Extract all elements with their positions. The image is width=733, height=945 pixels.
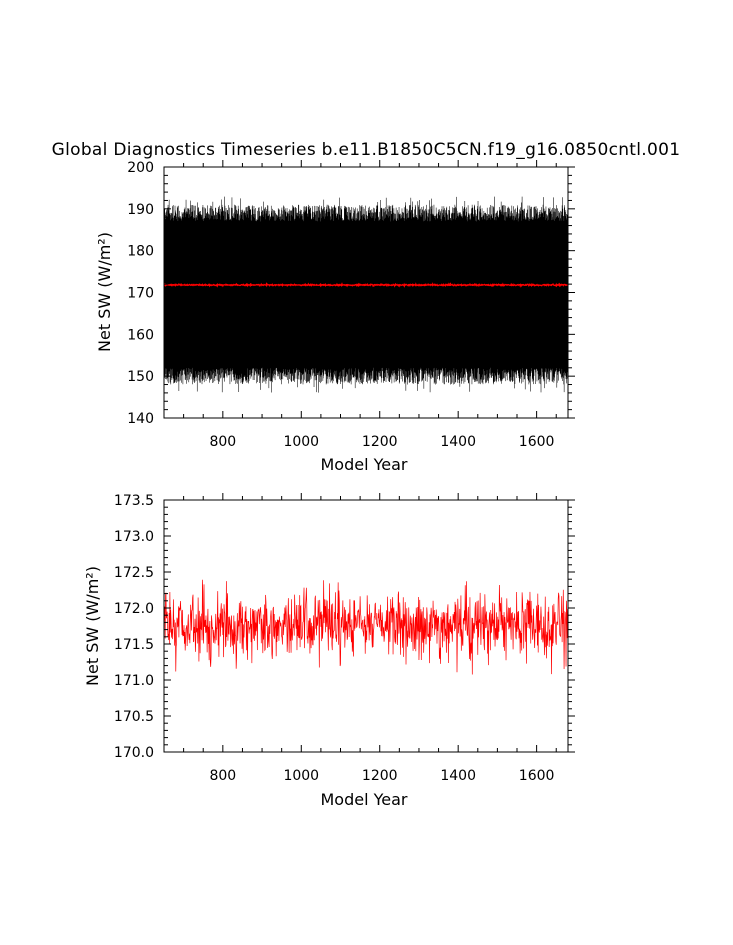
- x-tick-label: 1000: [283, 434, 319, 450]
- x-tick-label: 1200: [362, 434, 398, 450]
- x-tick-label: 1200: [362, 768, 398, 784]
- y-tick-label: 160: [127, 327, 154, 343]
- x-tick-label: 1000: [283, 768, 319, 784]
- x-tick-label: 1600: [519, 434, 555, 450]
- x-tick-label: 1400: [440, 434, 476, 450]
- top-plot-data: [164, 196, 568, 393]
- y-tick-label: 172.0: [114, 601, 154, 617]
- y-tick-label: 172.5: [114, 565, 154, 581]
- x-tick-label: 800: [209, 434, 236, 450]
- y-tick-label: 173.0: [114, 529, 154, 545]
- top-x-axis-label: Model Year: [321, 455, 408, 474]
- x-tick-label: 800: [209, 768, 236, 784]
- y-tick-label: 171.0: [114, 673, 154, 689]
- bottom-x-axis-label: Model Year: [321, 790, 408, 809]
- y-tick-label: 150: [127, 369, 154, 385]
- top-y-axis-label: Net SW (W/m²): [95, 232, 114, 352]
- y-tick-label: 170.0: [114, 745, 154, 761]
- bottom-panel: 800 1000 1200 1400 1600 170.0 170.5 171.0 171.5 1…: [83, 493, 575, 809]
- y-tick-label: 190: [127, 202, 154, 218]
- top-panel: 800 1000 1200 1400 1600 140 150 160 170 180 190 200…: [95, 160, 575, 474]
- y-tick-label: 170: [127, 286, 154, 302]
- bottom-plot-frame: [163, 499, 569, 753]
- bottom-axis-ticks: 800 1000 1200 1400 1600 170.0 170.5 171.0 171.5 1…: [114, 493, 575, 784]
- top-axis-ticks: 800 1000 1200 1400 1600 140 150 160 170 180 190 200: [127, 160, 575, 450]
- chart-title: Global Diagnostics Timeseries b.e11.B185…: [52, 140, 681, 160]
- x-tick-label: 1600: [519, 768, 555, 784]
- y-tick-label: 171.5: [114, 637, 154, 653]
- bottom-plot-data: [164, 579, 568, 675]
- series-line-2: [164, 282, 568, 288]
- y-tick-label: 180: [127, 244, 154, 260]
- y-tick-label: 140: [127, 411, 154, 427]
- y-tick-label: 200: [127, 160, 154, 176]
- y-tick-label: 173.5: [114, 493, 154, 509]
- x-tick-label: 1400: [440, 768, 476, 784]
- series-line-1: [164, 579, 568, 675]
- bottom-y-axis-label: Net SW (W/m²): [83, 566, 102, 686]
- series-line-1: [164, 196, 568, 393]
- y-tick-label: 170.5: [114, 709, 154, 725]
